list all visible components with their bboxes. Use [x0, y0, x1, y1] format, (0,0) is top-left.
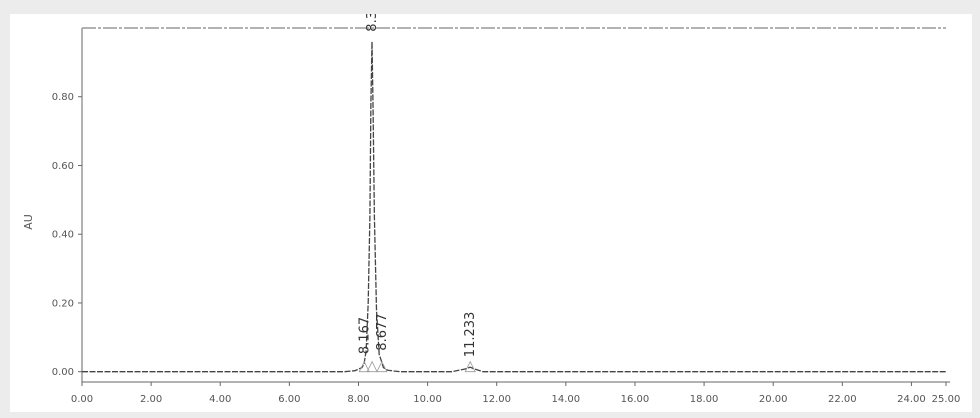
x-tick-label: 4.00: [209, 394, 231, 405]
x-tick-label: 24.00: [897, 394, 926, 405]
peak-marker: [358, 360, 370, 373]
x-tick-label: 12.00: [482, 394, 511, 405]
x-tick-label: 18.00: [690, 394, 719, 405]
chromatogram-trace: [82, 41, 946, 373]
peak-label: 11.233: [463, 312, 478, 358]
x-tick-label: 0.00: [71, 394, 93, 405]
series-layer: [82, 41, 946, 373]
x-axis-ticks: 0.00 2.00 4.00 6.00 8.00 10.00 12.00 14.00 16.00…: [71, 382, 960, 405]
x-tick-label: 10.00: [413, 394, 442, 405]
chromatogram-chart: 0.00 2.00 4.00 6.00 8.00 10.00 12.00 14.00 16.00…: [22, 0, 960, 405]
peak-labels: 8.167 8.394 8.677 11.233: [357, 0, 478, 373]
y-axis-label: AU: [22, 214, 35, 230]
x-tick-label: 6.00: [278, 394, 300, 405]
axes: [81, 27, 950, 383]
y-tick-label: 0.00: [52, 367, 74, 378]
x-tick-label: 22.00: [828, 394, 857, 405]
peak-marker: [464, 360, 476, 373]
y-tick-label: 0.40: [52, 230, 74, 241]
x-tick-label: 2.00: [140, 394, 162, 405]
x-tick-label: 20.00: [759, 394, 788, 405]
y-tick-label: 0.80: [52, 92, 74, 103]
x-tick-label: 25.00: [932, 394, 961, 405]
peak-label: 8.167: [357, 317, 372, 354]
x-tick-label: 8.00: [347, 394, 369, 405]
x-tick-label: 16.00: [621, 394, 650, 405]
y-tick-label: 0.20: [52, 298, 74, 309]
chart-panel: 0.00 2.00 4.00 6.00 8.00 10.00 12.00 14.00 16.00…: [10, 0, 972, 412]
peak-marker: [366, 360, 378, 373]
y-axis-ticks: 0.00 0.20 0.40 0.60 0.80: [52, 92, 82, 378]
y-tick-label: 0.60: [52, 161, 74, 172]
x-tick-label: 14.00: [552, 394, 581, 405]
peak-marker: [376, 360, 388, 373]
peak-label: 8.394: [365, 14, 380, 32]
peak-label: 8.677: [375, 313, 390, 350]
